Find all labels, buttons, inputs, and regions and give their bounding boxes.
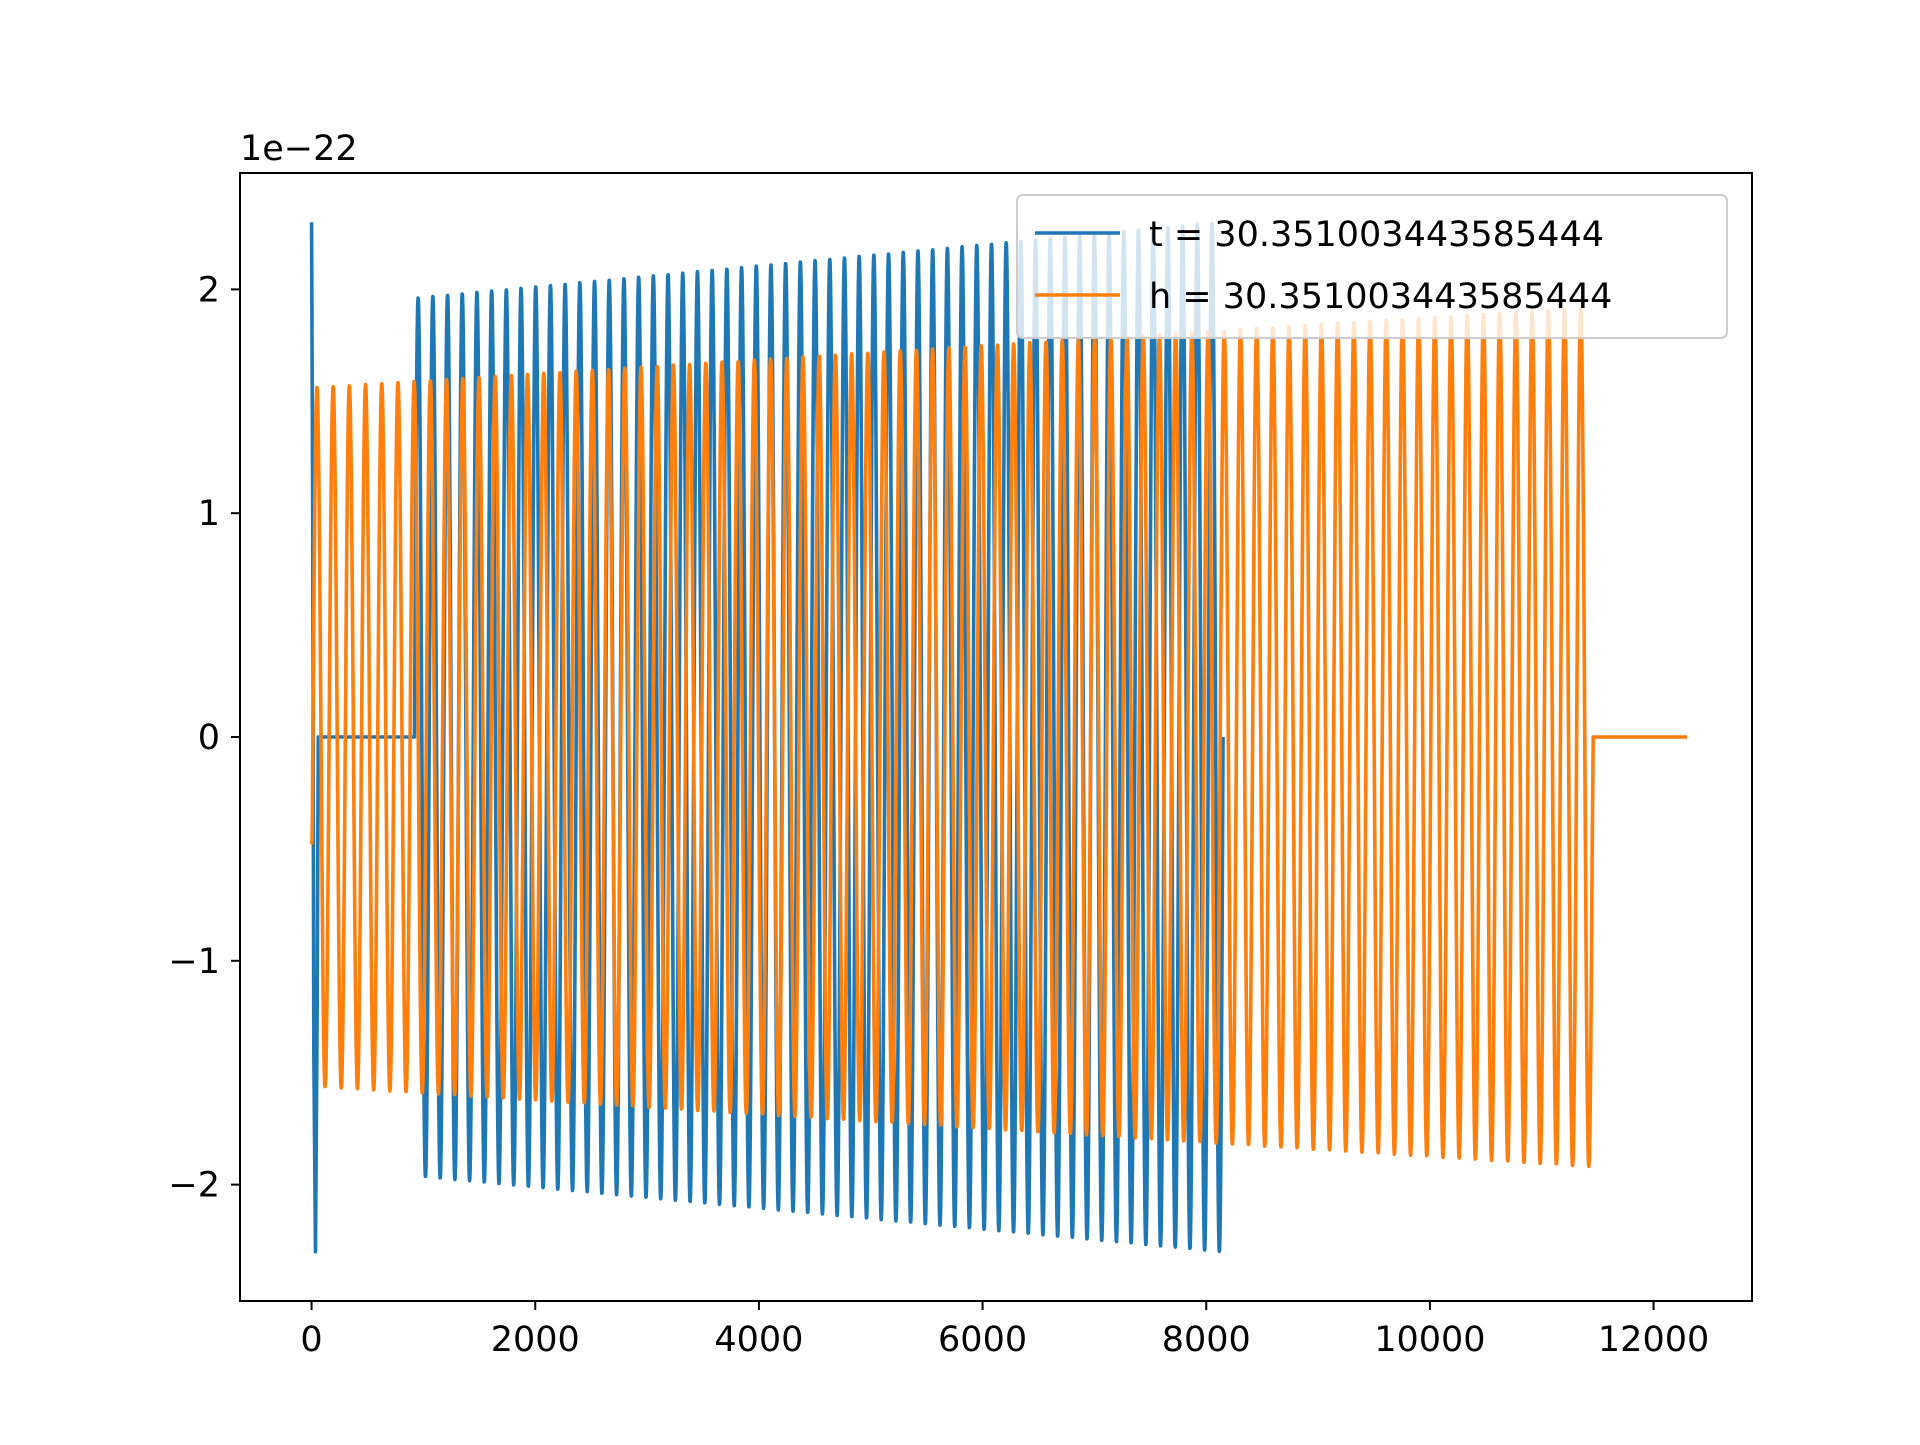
y-tick-label: −1 (168, 942, 220, 982)
y-tick-label: 1 (198, 494, 220, 534)
legend-label: t = 30.351003443585444 (1149, 215, 1604, 255)
x-tick-label: 12000 (1598, 1320, 1709, 1360)
x-axis: 0 2000 4000 6000 8000 10000 12000 (300, 1301, 1709, 1360)
x-tick-label: 10000 (1374, 1320, 1485, 1360)
y-offset-label: 1e−22 (240, 129, 358, 169)
y-tick-label: 0 (198, 718, 220, 758)
y-tick-label: 2 (198, 270, 220, 310)
x-tick-label: 6000 (938, 1320, 1027, 1360)
y-tick-label: −2 (168, 1166, 220, 1206)
plot-area (309, 221, 1688, 1254)
series-line-h (309, 306, 1688, 1169)
x-tick-label: 8000 (1162, 1320, 1251, 1360)
legend-label: h = 30.351003443585444 (1149, 277, 1612, 317)
x-tick-label: 4000 (714, 1320, 803, 1360)
y-axis: −2 −1 0 1 2 (168, 270, 240, 1206)
x-tick-label: 2000 (491, 1320, 580, 1360)
series-line-t (309, 221, 1225, 1254)
x-tick-label: 0 (300, 1320, 322, 1360)
legend-box (1016, 194, 1728, 339)
legend: t = 30.351003443585444 h = 30.35100344358… (1016, 194, 1728, 339)
